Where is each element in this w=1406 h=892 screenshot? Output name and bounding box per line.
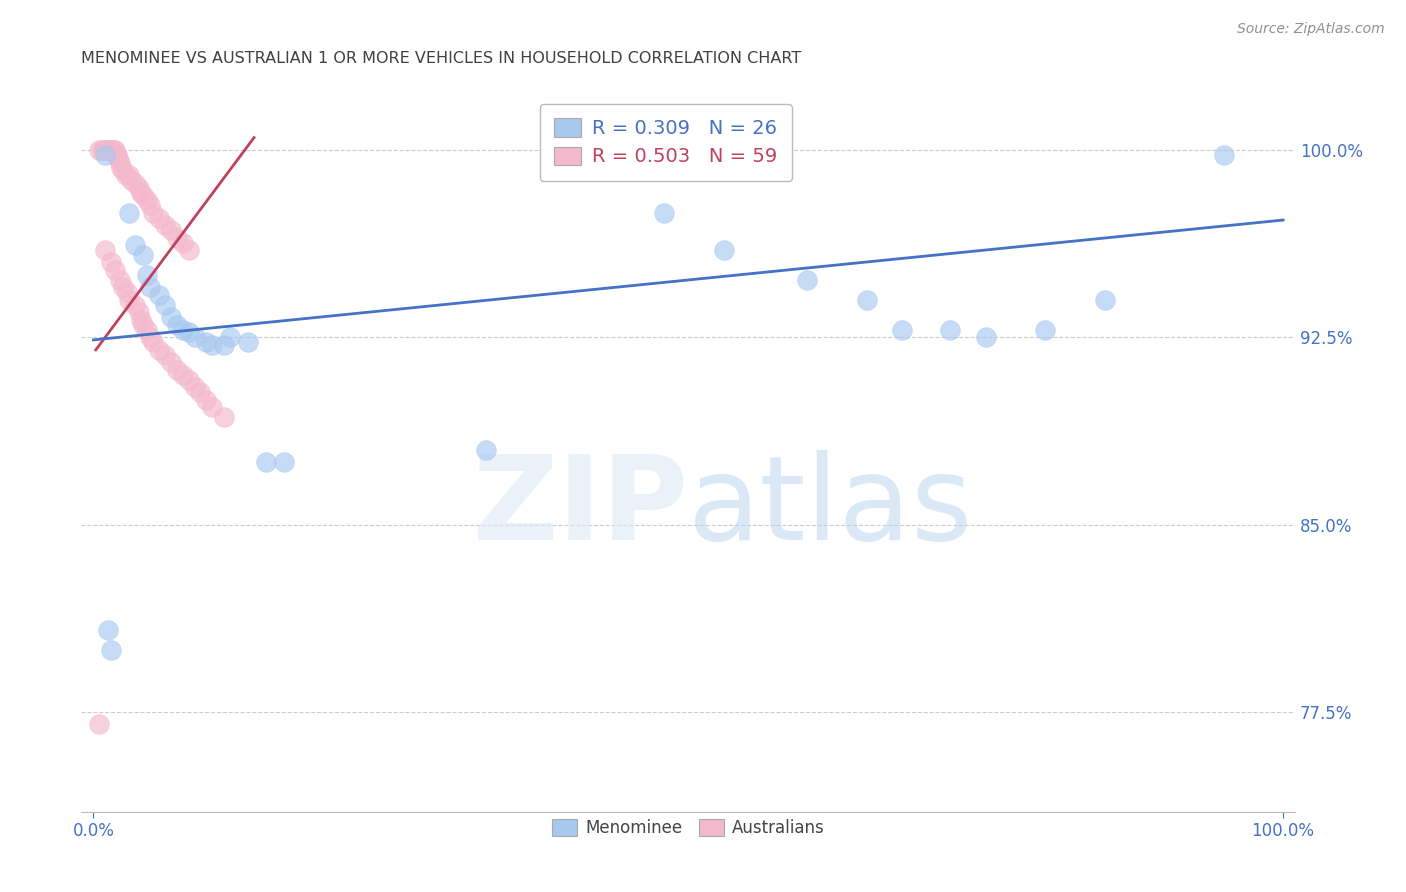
Point xyxy=(136,193,159,207)
Point xyxy=(105,148,128,162)
Text: atlas: atlas xyxy=(689,450,973,566)
Point xyxy=(974,330,997,344)
Point xyxy=(190,385,212,400)
Point xyxy=(142,205,165,219)
Point xyxy=(148,211,170,225)
Point xyxy=(100,255,122,269)
Point xyxy=(118,205,141,219)
Point xyxy=(159,223,181,237)
Point xyxy=(475,442,498,457)
Text: ZIP: ZIP xyxy=(472,450,689,566)
Point xyxy=(124,238,146,252)
Point xyxy=(108,273,131,287)
Point xyxy=(100,143,122,157)
Point xyxy=(273,455,295,469)
Point xyxy=(195,392,218,407)
Point xyxy=(177,373,200,387)
Point xyxy=(1094,293,1116,307)
Point xyxy=(124,298,146,312)
Point xyxy=(89,143,111,157)
Point xyxy=(177,243,200,257)
Point xyxy=(139,330,162,344)
Point xyxy=(132,188,155,202)
Point xyxy=(142,335,165,350)
Point xyxy=(153,348,176,362)
Point xyxy=(104,263,127,277)
Point xyxy=(148,288,170,302)
Point xyxy=(153,218,176,232)
Point xyxy=(112,163,135,178)
Point xyxy=(713,243,735,257)
Point xyxy=(94,243,117,257)
Point xyxy=(939,323,962,337)
Point xyxy=(159,355,181,369)
Point xyxy=(582,148,605,162)
Point xyxy=(139,280,162,294)
Point xyxy=(166,318,188,332)
Point xyxy=(172,368,194,382)
Point xyxy=(103,143,125,157)
Point xyxy=(153,298,176,312)
Point xyxy=(94,148,117,162)
Point xyxy=(98,143,121,157)
Point xyxy=(97,143,120,157)
Point xyxy=(214,338,236,352)
Point xyxy=(236,335,259,350)
Point xyxy=(105,148,128,162)
Point xyxy=(121,173,143,187)
Point xyxy=(136,268,159,282)
Point xyxy=(90,143,112,157)
Text: Source: ZipAtlas.com: Source: ZipAtlas.com xyxy=(1237,22,1385,37)
Point xyxy=(177,326,200,340)
Point xyxy=(97,623,120,637)
Point xyxy=(118,168,141,182)
Point xyxy=(796,273,818,287)
Point xyxy=(129,186,152,200)
Point xyxy=(132,248,155,262)
Point xyxy=(219,330,242,344)
Point xyxy=(124,176,146,190)
Point xyxy=(136,323,159,337)
Point xyxy=(114,168,136,182)
Point xyxy=(110,161,132,175)
Point xyxy=(139,198,162,212)
Point xyxy=(159,310,181,325)
Point xyxy=(100,642,122,657)
Point xyxy=(108,155,131,169)
Text: MENOMINEE VS AUSTRALIAN 1 OR MORE VEHICLES IN HOUSEHOLD CORRELATION CHART: MENOMINEE VS AUSTRALIAN 1 OR MORE VEHICL… xyxy=(82,51,801,66)
Point xyxy=(654,205,676,219)
Point xyxy=(89,717,111,731)
Point xyxy=(94,143,117,157)
Point xyxy=(891,323,914,337)
Point xyxy=(112,280,135,294)
Point xyxy=(166,363,188,377)
Point xyxy=(172,323,194,337)
Point xyxy=(254,455,277,469)
Legend: Menominee, Australians: Menominee, Australians xyxy=(546,812,831,843)
Point xyxy=(115,285,138,300)
Point xyxy=(183,380,205,394)
Point xyxy=(172,235,194,250)
Point xyxy=(93,143,115,157)
Point xyxy=(201,401,224,415)
Point xyxy=(129,313,152,327)
Point xyxy=(128,305,150,319)
Point xyxy=(107,151,129,165)
Point xyxy=(118,293,141,307)
Point xyxy=(1033,323,1056,337)
Point xyxy=(201,338,224,352)
Point xyxy=(97,143,120,157)
Point xyxy=(214,410,236,425)
Point xyxy=(96,143,118,157)
Point xyxy=(148,343,170,357)
Point xyxy=(195,335,218,350)
Point xyxy=(132,318,155,332)
Point xyxy=(183,330,205,344)
Point xyxy=(855,293,877,307)
Point xyxy=(128,180,150,194)
Point xyxy=(166,230,188,244)
Point xyxy=(104,143,127,157)
Point xyxy=(1212,148,1234,162)
Point xyxy=(101,143,124,157)
